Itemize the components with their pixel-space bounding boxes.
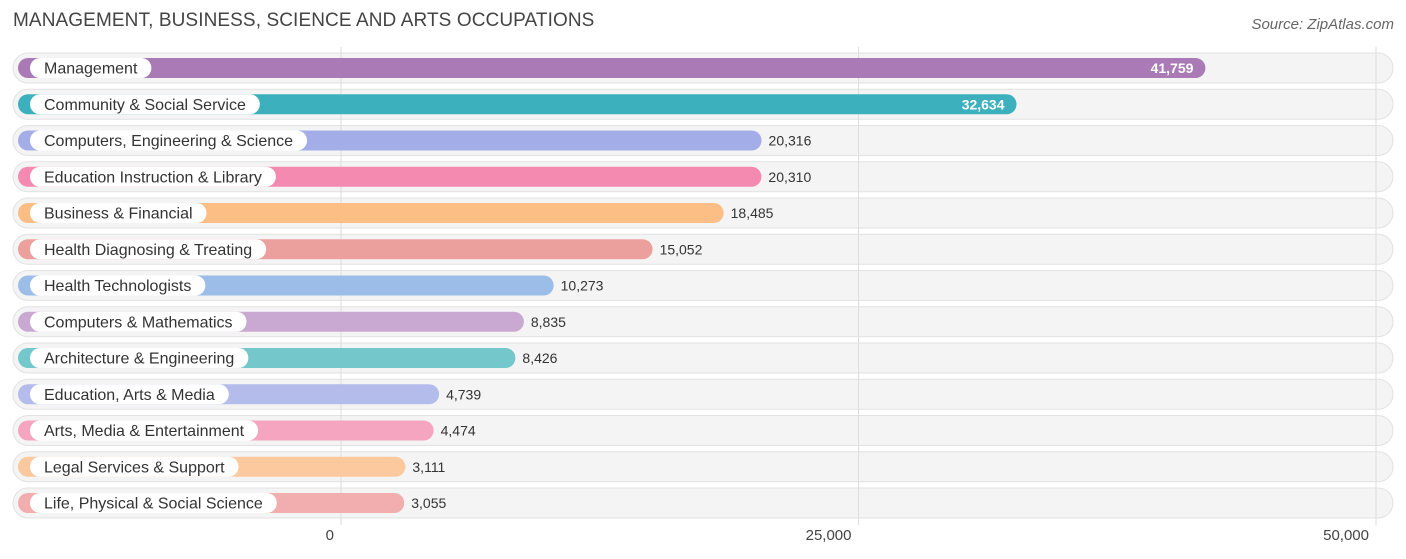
category-label: Community & Social Service: [44, 97, 246, 114]
bar-row: Health Diagnosing & Treating 15,052: [18, 239, 703, 260]
bar-row: Management 41,759: [18, 58, 1206, 78]
category-label-pill: [30, 384, 229, 405]
value-label: 20,316: [769, 133, 812, 149]
value-label: 4,474: [441, 423, 476, 439]
category-label: Legal Services & Support: [44, 459, 225, 476]
bar-row: Education, Arts & Media 4,739: [18, 384, 481, 405]
bar-row: Community & Social Service 32,634: [18, 94, 1017, 115]
chart-source: Source: ZipAtlas.com: [1251, 16, 1394, 33]
value-label: 18,485: [731, 205, 774, 221]
value-label: 10,273: [561, 278, 604, 294]
category-label-pill: [30, 58, 152, 78]
category-label-pill: [30, 348, 249, 368]
category-label-pill: [30, 203, 207, 223]
category-label-pill: [30, 239, 267, 260]
value-label: 8,426: [522, 350, 557, 366]
bar-row: Computers, Engineering & Science 20,316: [18, 130, 812, 151]
category-label: Computers & Mathematics: [44, 314, 233, 331]
category-label: Arts, Media & Entertainment: [44, 423, 245, 440]
category-label-pill: [30, 166, 276, 187]
bar-row: Education Instruction & Library 20,310: [18, 166, 811, 187]
category-label: Life, Physical & Social Science: [44, 496, 263, 513]
category-label: Education Instruction & Library: [44, 169, 262, 186]
category-label-pill: [30, 311, 247, 332]
value-label: 3,111: [412, 459, 445, 475]
category-label-pill: [30, 94, 260, 115]
category-label: Architecture & Engineering: [44, 351, 234, 368]
category-label-pill: [30, 493, 277, 513]
value-label: 8,835: [531, 314, 566, 330]
value-label: 41,759: [1151, 60, 1194, 76]
tick-label: 25,000: [806, 527, 852, 544]
tick-label: 50,000: [1323, 527, 1369, 544]
chart-title: MANAGEMENT, BUSINESS, SCIENCE AND ARTS O…: [13, 10, 595, 31]
category-label: Business & Financial: [44, 206, 193, 223]
bar: [18, 94, 1017, 115]
value-label: 20,310: [768, 169, 811, 185]
tick-label: 0: [326, 527, 334, 544]
category-label-pill: [30, 130, 308, 151]
category-label: Management: [44, 61, 138, 78]
value-label: 4,739: [446, 386, 481, 402]
category-label: Computers, Engineering & Science: [44, 133, 293, 150]
bar-row: Life, Physical & Social Science 3,055: [18, 493, 446, 513]
value-label: 32,634: [962, 96, 1005, 112]
value-label: 15,052: [660, 241, 703, 257]
bar-row: Arts, Media & Entertainment 4,474: [18, 420, 476, 441]
x-axis-ticks: 0 25,000 50,000: [326, 527, 1369, 544]
category-label: Education, Arts & Media: [44, 387, 215, 404]
bar-row: Legal Services & Support 3,111: [18, 456, 446, 477]
category-label-pill: [30, 420, 259, 441]
category-label-pill: [30, 275, 206, 296]
bar-row: Health Technologists 10,273: [18, 275, 604, 296]
bar: [18, 58, 1206, 78]
bar-row: Business & Financial 18,485: [18, 203, 774, 223]
bars: Management 41,759 Community & Social Servi…: [18, 58, 1206, 513]
value-label: 3,055: [411, 495, 446, 511]
category-label-pill: [30, 456, 239, 477]
category-label: Health Diagnosing & Treating: [44, 242, 252, 259]
bar-row: Architecture & Engineering 8,426: [18, 348, 558, 368]
category-label: Health Technologists: [44, 278, 191, 295]
bar-row: Computers & Mathematics 8,835: [18, 311, 566, 332]
